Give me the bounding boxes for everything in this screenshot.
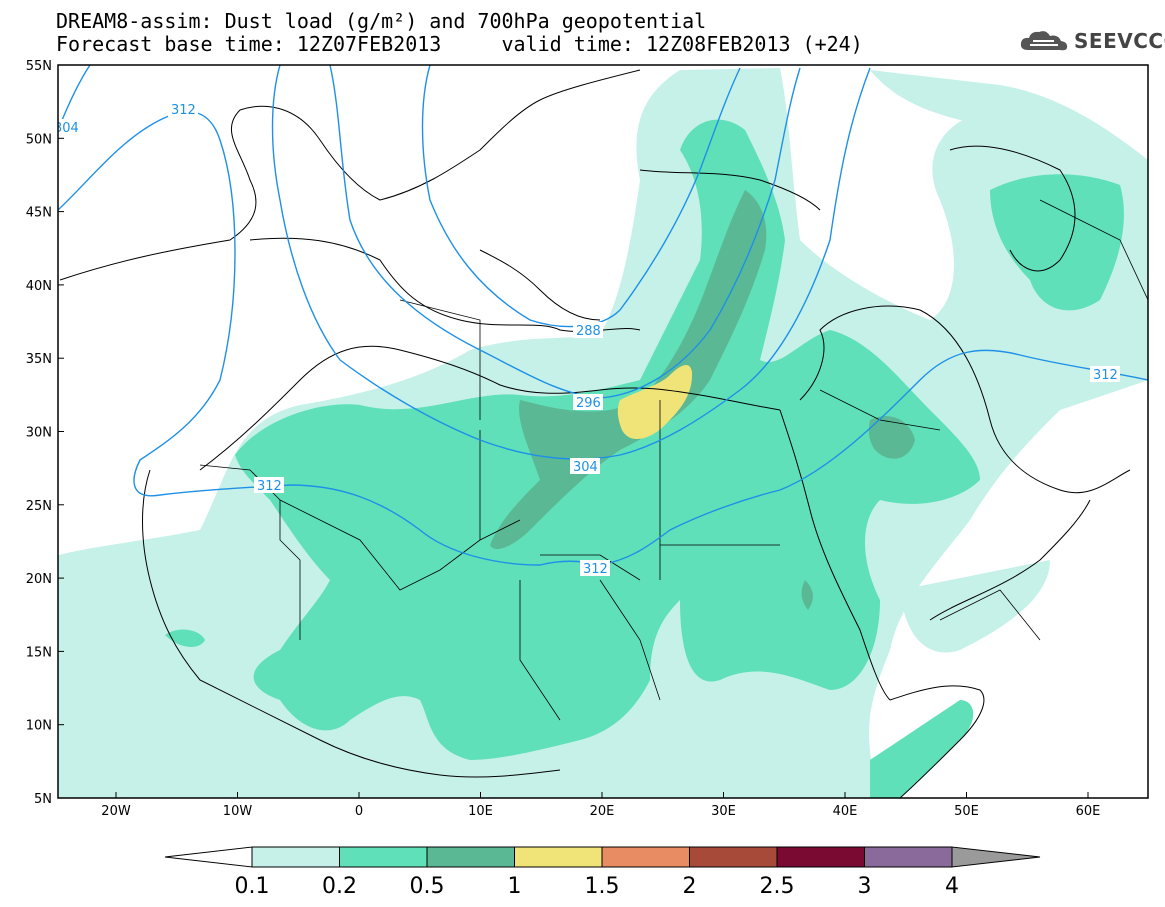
lat-label: 25N [26,499,52,514]
lon-label: 10E [468,804,493,819]
map-title: DREAM8-assim: Dust load (g/m²) and 700hP… [56,9,707,33]
lon-label: 20E [590,804,615,819]
lat-label: 5N [34,792,52,807]
country-borders [199,199,1148,721]
lon-label: 0 [355,804,363,819]
colorbar-box [776,846,865,868]
lon-label: 20W [101,804,131,819]
contour-label-304-west: 304 [54,121,79,136]
lon-label: 30E [711,804,736,819]
dust-level-0.5 [490,190,915,610]
colorbar-tick-label: 0.2 [322,874,357,899]
colorbar-tick-label: 4 [945,874,959,899]
colorbar-box [601,846,690,868]
colorbar-box [339,846,428,868]
lat-label: 45N [26,206,52,221]
dust-level-1.0 [617,364,693,440]
lat-label: 15N [26,645,52,660]
logo-text: SEEVCCC [1074,29,1165,53]
lat-label: 10N [26,719,52,734]
seevccc-logo: SEEVCCC [1018,26,1165,56]
colorbar-box [514,846,603,868]
colorbar-box [251,846,340,868]
lon-label: 40E [833,804,858,819]
contour-label-312-west: 312 [257,479,282,494]
colorbar-tick-label: 0.5 [410,874,445,899]
colorbar-tick-label: 1.5 [585,874,620,899]
lon-label: 50E [954,804,979,819]
colorbar-tick-label: 0.1 [235,874,270,899]
lon-label: 60E [1076,804,1101,819]
lat-label: 30N [26,426,52,441]
cloud-icon [1020,31,1068,51]
lat-label: 20N [26,572,52,587]
colorbar-ticks: 0.1 0.2 0.5 1 1.5 2 2.5 3 4 [235,874,960,899]
colorbar-right-arrow [951,846,1041,868]
lat-label: 50N [26,132,52,147]
contour-labels: 312 304 288 296 304 312 312 312 [54,101,1120,577]
contour-label-304-libya: 304 [573,460,598,475]
colorbar-tick-label: 2 [683,874,697,899]
colorbar-box [864,846,953,868]
colorbar-tick-label: 1 [508,874,522,899]
colorbar-tick-label: 3 [858,874,872,899]
colorbar-box [426,846,515,868]
longitude-axis: 20W 10W 0 10E 20E 30E 40E 50E 60E [101,792,1100,819]
latitude-axis: 55N 50N 45N 40N 35N 30N 25N 20N 15N 10N 5N [26,59,64,807]
contour-label-296: 296 [576,396,601,411]
colorbar-boxes [164,846,1041,868]
contour-label-312-nw: 312 [171,103,196,118]
contour-label-312-east: 312 [1093,368,1118,383]
colorbar-tick-label: 2.5 [760,874,795,899]
colorbar-box [689,846,778,868]
lat-label: 35N [26,352,52,367]
lat-label: 40N [26,279,52,294]
lat-label: 55N [26,59,52,74]
contour-label-312-south: 312 [583,562,608,577]
map-plot-area: 312 304 288 296 304 312 312 312 [54,65,1148,798]
lon-label: 10W [223,804,253,819]
colorbar-left-arrow [164,846,253,868]
forecast-time-line: Forecast base time: 12Z07FEB2013 valid t… [56,32,863,56]
contour-label-288: 288 [576,324,601,339]
coastlines [59,69,1131,798]
